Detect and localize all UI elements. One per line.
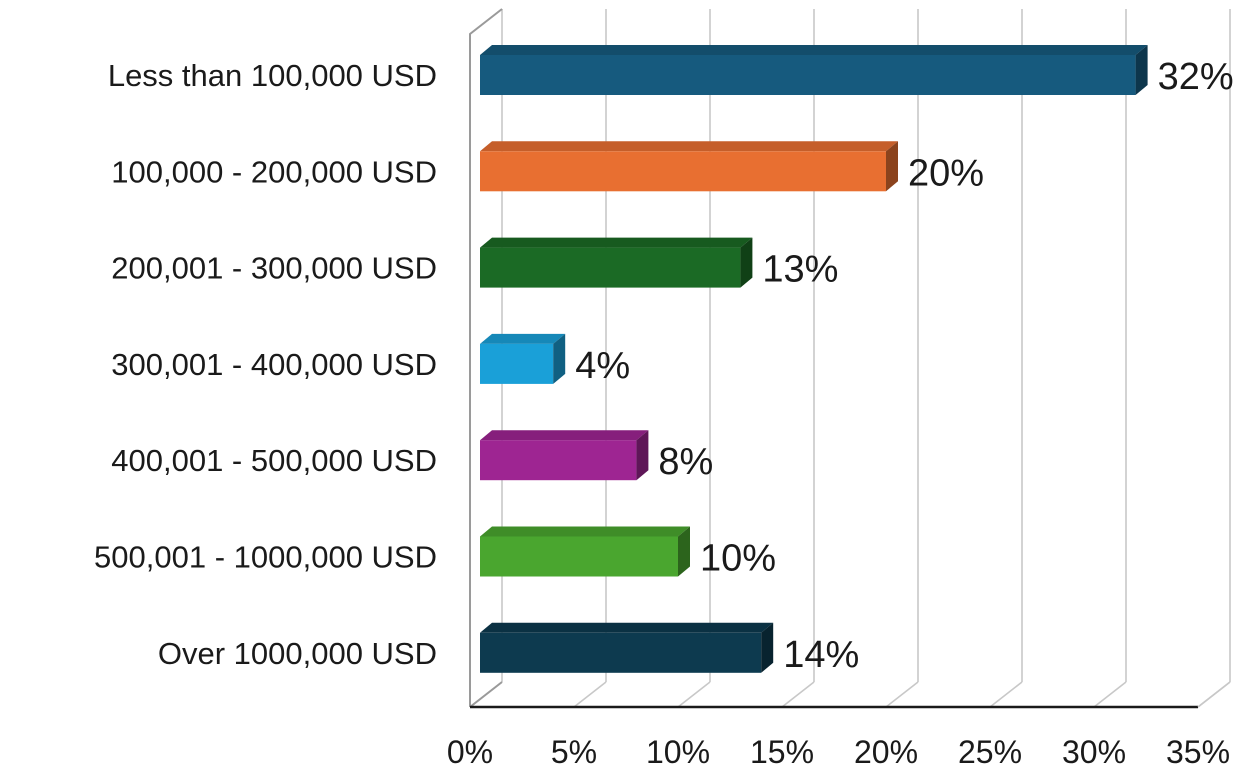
bar-side-face	[553, 333, 566, 384]
bar	[480, 237, 753, 288]
bar-front-face	[480, 247, 741, 288]
category-label: 500,001 - 1000,000 USD	[94, 540, 437, 575]
data-label: 13%	[762, 249, 838, 291]
axes	[469, 8, 1231, 709]
bar-top-face	[480, 45, 1148, 55]
data-label: 8%	[658, 441, 713, 483]
floor-gridline	[989, 681, 1023, 708]
x-tick-label: 0%	[447, 734, 493, 770]
x-tick-label: 15%	[750, 734, 814, 770]
y-axis-wall	[469, 8, 503, 707]
bar-side-face	[636, 430, 649, 481]
category-labels: Less than 100,000 USD 100,000 - 200,000 U…	[94, 58, 437, 671]
floor-gridline	[677, 681, 711, 708]
bar-top-face	[480, 430, 649, 441]
gridlines	[469, 9, 1231, 708]
data-labels: 32% 20% 13% 4% 8% 10% 14%	[575, 56, 1233, 676]
x-tick-label: 25%	[958, 734, 1022, 770]
category-label: 200,001 - 300,000 USD	[111, 251, 437, 286]
data-label: 32%	[1158, 56, 1234, 98]
x-tick-label: 20%	[854, 734, 918, 770]
data-label: 20%	[908, 152, 984, 194]
x-tick-label: 5%	[551, 734, 597, 770]
x-tick-labels: 0% 5% 10% 15% 20% 25% 30% 35%	[447, 734, 1230, 770]
bar-top-face	[480, 237, 753, 248]
x-tick-label: 10%	[646, 734, 710, 770]
floor-gridline	[885, 681, 919, 708]
bar-side-face	[886, 141, 898, 192]
floor-right-edge	[1197, 681, 1231, 708]
bar-front-face	[480, 343, 554, 384]
category-label: 100,000 - 200,000 USD	[111, 154, 437, 189]
bar	[480, 430, 649, 481]
bar	[480, 333, 566, 384]
category-label: Less than 100,000 USD	[108, 58, 437, 93]
bar-front-face	[480, 151, 886, 192]
bar-front-face	[480, 536, 678, 577]
bar-top-face	[480, 333, 566, 344]
bar-front-face	[480, 632, 762, 673]
bar-top-face	[480, 141, 898, 152]
bar-front-face	[480, 55, 1136, 95]
data-label: 4%	[575, 345, 630, 387]
bar-front-face	[480, 440, 637, 481]
bar-side-face	[678, 526, 690, 577]
bar	[480, 526, 690, 577]
floor-gridline	[573, 681, 607, 708]
floor-gridline	[1093, 681, 1127, 708]
x-tick-label: 30%	[1062, 734, 1126, 770]
bar	[480, 622, 774, 673]
data-label: 14%	[783, 634, 859, 676]
floor-gridline	[781, 681, 815, 708]
bar-top-face	[480, 526, 690, 537]
bar-side-face	[1135, 45, 1148, 95]
bar-side-face	[761, 622, 774, 673]
bar	[480, 45, 1148, 95]
bars	[480, 45, 1148, 673]
bar-top-face	[480, 622, 774, 633]
category-label: 400,001 - 500,000 USD	[111, 443, 437, 478]
bar	[480, 141, 898, 192]
x-tick-label: 35%	[1166, 734, 1230, 770]
category-label: 300,001 - 400,000 USD	[111, 347, 437, 382]
category-label: Over 1000,000 USD	[158, 636, 437, 671]
bar-side-face	[740, 237, 753, 288]
data-label: 10%	[700, 538, 776, 580]
axis-corner	[469, 681, 503, 708]
